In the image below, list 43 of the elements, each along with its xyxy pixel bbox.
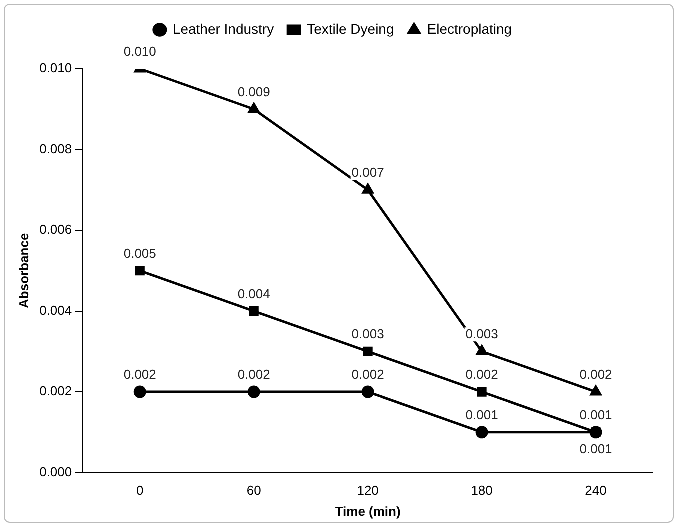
legend-label: Leather Industry	[172, 20, 274, 37]
point	[362, 184, 374, 194]
data-label: 0.002	[466, 367, 498, 382]
point	[248, 386, 260, 398]
data-label: 0.010	[124, 44, 156, 60]
y-tick-label: 0.000	[40, 464, 72, 480]
data-label: 0.001	[466, 408, 498, 422]
point	[590, 386, 602, 396]
y-tick-label: 0.006	[40, 222, 72, 238]
data-label: 0.002	[238, 367, 270, 382]
x-axis-title: Time (min)	[335, 504, 401, 519]
x-tick-label: 60	[246, 483, 262, 498]
point	[477, 387, 487, 397]
data-label: 0.002	[580, 367, 612, 382]
data-label: 0.003	[352, 326, 384, 342]
data-label: 0.001	[580, 442, 612, 456]
data-label: 0.003	[466, 326, 498, 342]
data-label: 0.007	[352, 165, 384, 180]
x-tick-label: 180	[471, 483, 493, 498]
data-label: 0.002	[352, 367, 384, 382]
data-label: 0.002	[124, 367, 156, 382]
y-tick-label: 0.008	[40, 141, 72, 156]
y-tick-label: 0.010	[40, 60, 72, 76]
x-tick-label: 120	[357, 483, 379, 498]
point	[248, 103, 260, 114]
point	[134, 386, 146, 398]
point	[362, 386, 374, 398]
y-tick-label: 0.002	[40, 384, 72, 399]
legend-label: Textile Dyeing	[307, 20, 394, 37]
x-tick-label: 0	[136, 483, 144, 498]
data-label: 0.005	[124, 246, 156, 261]
data-label: 0.004	[238, 286, 270, 302]
point	[135, 266, 145, 276]
data-label: 0.009	[238, 84, 270, 100]
point	[249, 306, 259, 316]
data-label: 0.001	[580, 408, 612, 422]
point	[476, 345, 488, 356]
point	[476, 426, 488, 439]
point	[363, 346, 373, 356]
x-tick-label: 240	[585, 483, 607, 498]
legend-label: Electroplating	[427, 20, 512, 37]
y-axis-title: Absorbance	[16, 233, 32, 308]
y-tick-label: 0.004	[40, 302, 72, 318]
